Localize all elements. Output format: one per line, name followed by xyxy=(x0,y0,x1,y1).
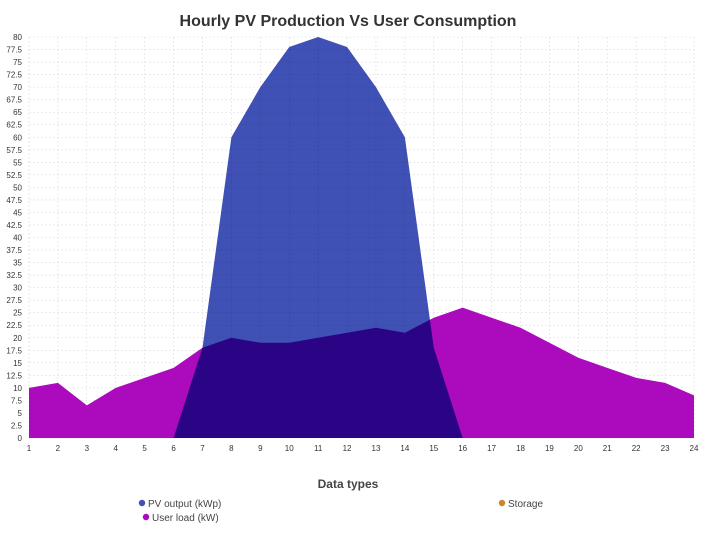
y-tick-label: 75 xyxy=(13,58,22,67)
y-tick-label: 30 xyxy=(13,284,22,293)
y-tick-label: 80 xyxy=(13,33,22,42)
x-tick-label: 17 xyxy=(487,444,496,453)
x-tick-label: 9 xyxy=(258,444,263,453)
x-tick-label: 13 xyxy=(372,444,381,453)
legend-label[interactable]: User load (kW) xyxy=(152,513,219,524)
x-tick-label: 14 xyxy=(400,444,409,453)
legend-label[interactable]: Storage xyxy=(508,499,543,510)
y-tick-label: 70 xyxy=(13,83,22,92)
y-tick-label: 47.5 xyxy=(6,196,22,205)
x-tick-label: 19 xyxy=(545,444,554,453)
y-axis: 02.557.51012.51517.52022.52527.53032.535… xyxy=(6,33,22,443)
y-tick-label: 50 xyxy=(13,183,22,192)
legend-marker xyxy=(498,499,506,507)
y-tick-label: 67.5 xyxy=(6,96,22,105)
x-tick-label: 12 xyxy=(343,444,352,453)
x-tick-label: 5 xyxy=(142,444,147,453)
y-tick-label: 65 xyxy=(13,108,22,117)
y-tick-label: 37.5 xyxy=(6,246,22,255)
y-tick-label: 55 xyxy=(13,158,22,167)
series-areas xyxy=(29,37,694,438)
y-tick-label: 12.5 xyxy=(6,371,22,380)
series-area-pv-output xyxy=(29,37,694,438)
legend: PV output (kWp) User load (kW) Storage xyxy=(138,499,543,524)
x-tick-label: 15 xyxy=(429,444,438,453)
x-tick-label: 24 xyxy=(690,444,699,453)
x-tick-label: 4 xyxy=(114,444,119,453)
y-tick-label: 62.5 xyxy=(6,121,22,130)
x-tick-label: 20 xyxy=(574,444,583,453)
x-tick-label: 2 xyxy=(56,444,61,453)
y-tick-label: 60 xyxy=(13,133,22,142)
x-axis: 1 2 3 4 5 6 7 8 9 10 11 12 13 14 15 16 17 18 19 20 21 22 23 24 xyxy=(27,444,699,453)
x-tick-label: 6 xyxy=(171,444,176,453)
y-tick-label: 42.5 xyxy=(6,221,22,230)
x-tick-label: 10 xyxy=(285,444,294,453)
y-tick-label: 77.5 xyxy=(6,46,22,55)
chart-title: Hourly PV Production Vs User Consumption xyxy=(180,13,517,30)
legend-marker xyxy=(138,499,146,507)
legend-title: Data types xyxy=(318,477,379,491)
y-tick-label: 10 xyxy=(13,384,22,393)
y-tick-label: 7.5 xyxy=(11,396,23,405)
y-tick-label: 0 xyxy=(18,434,23,443)
y-tick-label: 20 xyxy=(13,334,22,343)
y-tick-label: 32.5 xyxy=(6,271,22,280)
y-tick-label: 45 xyxy=(13,208,22,217)
y-tick-label: 35 xyxy=(13,259,22,268)
y-tick-label: 2.5 xyxy=(11,421,23,430)
x-tick-label: 7 xyxy=(200,444,205,453)
legend-label[interactable]: PV output (kWp) xyxy=(148,499,221,510)
y-tick-label: 15 xyxy=(13,359,22,368)
x-tick-label: 1 xyxy=(27,444,32,453)
y-tick-label: 57.5 xyxy=(6,146,22,155)
x-tick-label: 23 xyxy=(661,444,670,453)
y-tick-label: 27.5 xyxy=(6,296,22,305)
y-tick-label: 5 xyxy=(18,409,23,418)
legend-marker xyxy=(142,513,150,521)
x-tick-label: 11 xyxy=(314,444,323,453)
y-tick-label: 25 xyxy=(13,309,22,318)
x-tick-label: 3 xyxy=(85,444,90,453)
y-tick-label: 17.5 xyxy=(6,346,22,355)
x-tick-label: 8 xyxy=(229,444,234,453)
x-tick-label: 18 xyxy=(516,444,525,453)
x-tick-label: 21 xyxy=(603,444,612,453)
y-tick-label: 52.5 xyxy=(6,171,22,180)
x-tick-label: 22 xyxy=(632,444,641,453)
x-tick-label: 16 xyxy=(458,444,467,453)
y-tick-label: 22.5 xyxy=(6,321,22,330)
y-tick-label: 40 xyxy=(13,234,22,243)
y-tick-label: 72.5 xyxy=(6,71,22,80)
